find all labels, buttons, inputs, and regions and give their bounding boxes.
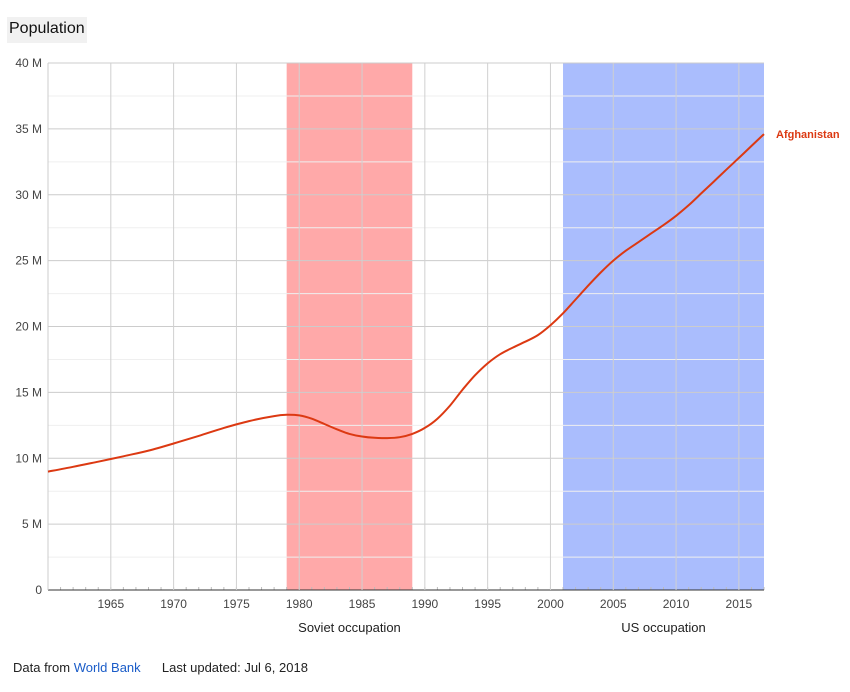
y-tick-label: 15 M bbox=[15, 385, 42, 399]
source-prefix: Data from bbox=[13, 660, 71, 675]
y-tick-label: 5 M bbox=[22, 517, 42, 531]
x-tick-label: 1980 bbox=[286, 597, 313, 611]
chart-footer: Data from World Bank Last updated: Jul 6… bbox=[13, 660, 308, 675]
band-label-1: US occupation bbox=[621, 620, 706, 635]
y-tick-label: 40 M bbox=[15, 56, 42, 70]
x-tick-label: 2010 bbox=[663, 597, 690, 611]
x-tick-label: 1995 bbox=[474, 597, 501, 611]
band-label-0: Soviet occupation bbox=[298, 620, 401, 635]
y-tick-label: 30 M bbox=[15, 188, 42, 202]
x-tick-label: 1990 bbox=[411, 597, 438, 611]
x-tick-label: 1970 bbox=[160, 597, 187, 611]
y-tick-label: 35 M bbox=[15, 122, 42, 136]
x-tick-label: 1965 bbox=[97, 597, 124, 611]
chart-grid bbox=[47, 62, 765, 591]
y-tick-label: 10 M bbox=[15, 451, 42, 465]
world-bank-link[interactable]: World Bank bbox=[73, 660, 141, 675]
y-axis-ticks: 0 5 M 10 M 15 M 20 M 25 M 30 M 35 M 40 M bbox=[15, 56, 42, 597]
last-updated: Last updated: Jul 6, 2018 bbox=[161, 660, 308, 675]
occupation-bands: Soviet occupation US occupation bbox=[286, 63, 764, 635]
population-chart: Soviet occupation US occupation 0 5 M 10 M 1… bbox=[15, 56, 840, 635]
x-tick-label: 2015 bbox=[726, 597, 753, 611]
y-tick-label: 0 bbox=[35, 583, 42, 597]
x-tick-label: 2005 bbox=[600, 597, 627, 611]
x-axis-ticks: 1965 1970 1975 1980 1985 1990 1995 2000 2005 2010… bbox=[97, 597, 752, 611]
series-lines: Afghanistan bbox=[47, 129, 840, 473]
y-tick-label: 20 M bbox=[15, 320, 42, 334]
y-tick-label: 25 M bbox=[15, 254, 42, 268]
x-tick-label: 1985 bbox=[349, 597, 376, 611]
series-line-0 bbox=[47, 133, 765, 473]
chart-title: Population bbox=[7, 17, 87, 43]
x-tick-label: 1975 bbox=[223, 597, 250, 611]
x-tick-label: 2000 bbox=[537, 597, 564, 611]
series-label-0: Afghanistan bbox=[776, 129, 840, 141]
